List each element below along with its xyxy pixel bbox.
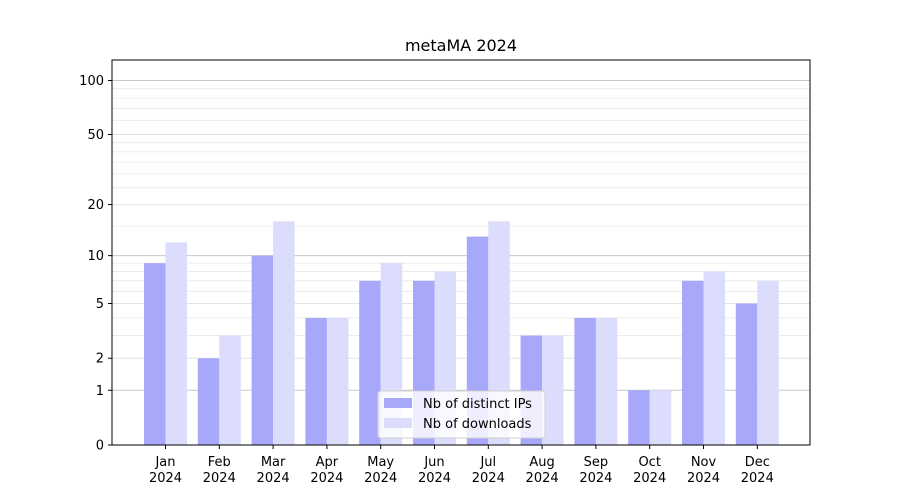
bar [359,280,381,445]
y-tick-label: 5 [96,297,104,312]
y-tick-label: 2 [96,352,104,367]
bar [628,390,650,445]
y-tick-label: 1 [96,384,104,399]
x-tick-label: Jun 2024 [418,455,451,486]
bar [273,221,295,445]
x-tick-label: Jul 2024 [472,455,505,486]
bar [735,303,758,445]
x-tick-label: Sep 2024 [579,455,612,486]
x-tick-label: Oct 2024 [633,455,666,486]
legend: Nb of distinct IPs Nb of downloads [377,390,546,439]
plot-frame [111,59,811,446]
y-tick-label: 0 [96,439,104,454]
x-axis: Jan 2024 Feb 2024 Mar 2024 Apr 2024 May 2024 Jun 20… [149,445,774,486]
bar [488,221,510,445]
bar [703,271,725,445]
x-tick-label: May 2024 [364,455,397,486]
x-tick-label: Mar 2024 [257,455,290,486]
bar [305,317,327,445]
legend-swatch [384,418,412,428]
bar [251,255,274,445]
bar [144,263,166,445]
bar [757,280,779,445]
x-tick-label: Jan 2024 [149,455,182,486]
legend-box [377,390,546,439]
grid-lines [112,80,810,391]
y-tick-label: 100 [79,74,104,89]
legend-swatch [384,398,412,408]
chart-title: metaMA 2024 [405,36,517,55]
bars [144,221,779,445]
bar [595,317,618,445]
y-axis: 0 1 2 5 10 20 50 100 [79,74,112,454]
legend-label: Nb of downloads [423,417,532,432]
legend-label: Nb of distinct IPs [423,397,532,412]
bar [574,317,596,445]
bar [649,390,672,445]
y-tick-label: 50 [87,128,104,143]
bar [682,280,704,445]
bar [197,358,220,445]
bar [326,317,349,445]
y-tick-label: 10 [87,249,104,264]
bar [165,242,187,445]
x-tick-label: Dec 2024 [741,455,774,486]
x-tick-label: Apr 2024 [310,455,343,486]
y-tick-label: 20 [87,198,104,213]
x-tick-label: Feb 2024 [203,455,236,486]
x-tick-label: Nov 2024 [687,455,720,486]
bar [542,335,564,445]
x-tick-label: Aug 2024 [526,455,559,486]
bar [219,335,241,445]
